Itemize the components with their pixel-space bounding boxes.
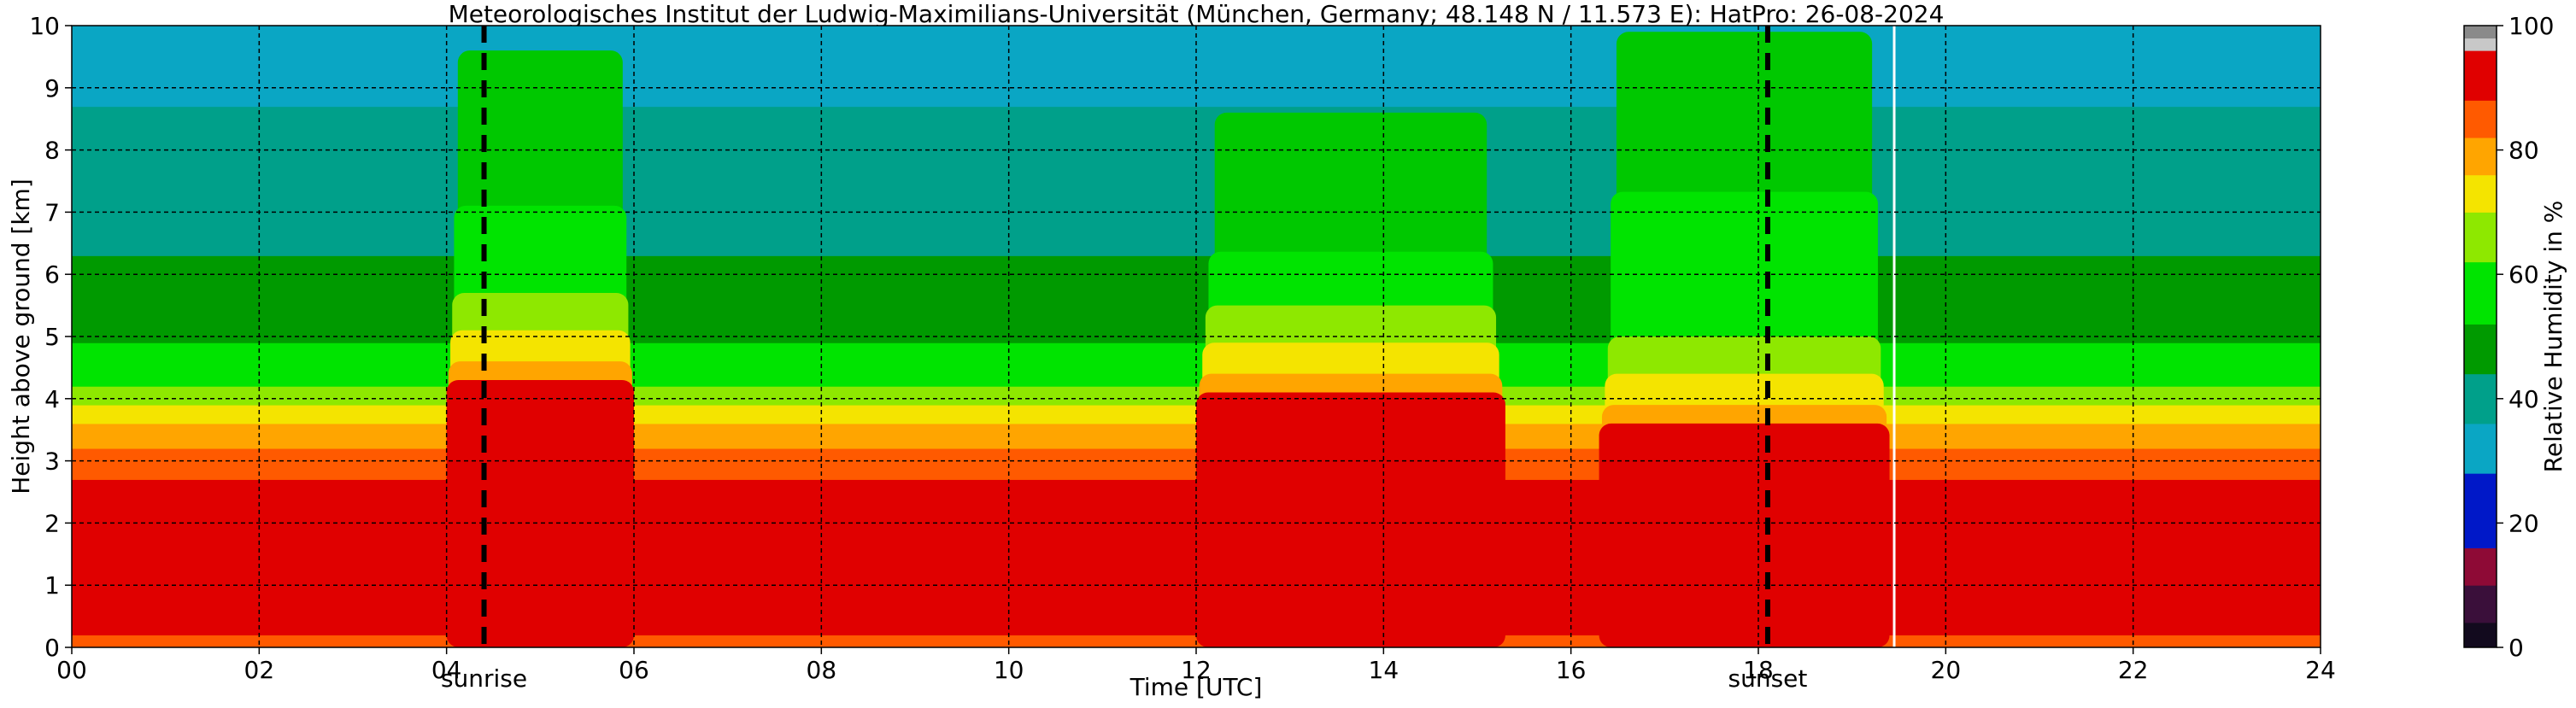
humidity-band (72, 267, 2321, 275)
colorbar-ticks: 0 20 40 60 80 100 (2497, 12, 2554, 662)
colorbar-stop (2464, 38, 2497, 51)
y-tick-label: 9 (44, 74, 60, 102)
chart-title: Meteorologisches Institut der Ludwig-Max… (449, 0, 1945, 28)
x-tick-label: 04 (431, 656, 462, 684)
colorbar-stop (2464, 324, 2497, 375)
x-tick-label: 02 (244, 656, 275, 684)
colorbar-stop (2464, 174, 2497, 213)
colorbar-stop (2464, 585, 2497, 623)
colorbar-stop (2464, 50, 2497, 101)
humidity-band (72, 74, 2321, 83)
colorbar-stop (2464, 100, 2497, 138)
moist-episode-layer (1599, 423, 1890, 647)
x-tick-label: 14 (1369, 656, 1399, 684)
humidity-band (72, 273, 2321, 281)
humidity-band (72, 50, 2321, 57)
moist-episode-layer (446, 379, 634, 647)
colorbar-stop (2464, 26, 2497, 39)
humidity-band (72, 174, 2321, 182)
colorbar-tick-label: 80 (2509, 137, 2539, 165)
humidity-band (72, 205, 2321, 213)
humidity-band (72, 298, 2321, 307)
humidity-band (72, 180, 2321, 188)
y-tick-label: 7 (44, 198, 60, 226)
colorbar-stops (2464, 26, 2497, 648)
x-tick-label: 08 (807, 656, 837, 684)
colorbar-stop (2464, 547, 2497, 586)
humidity-band (72, 243, 2321, 250)
y-axis-label: Height above ground [km] (7, 178, 35, 494)
y-axis-ticks: 0 1 2 3 4 5 6 7 8 9 10 (29, 12, 72, 662)
humidity-band (72, 373, 2321, 381)
humidity-band (72, 311, 2321, 319)
plot-area (72, 26, 2321, 647)
humidity-band (72, 336, 2321, 343)
y-tick-label: 3 (44, 448, 60, 476)
x-tick-label: 06 (619, 656, 649, 684)
colorbar-stop (2464, 622, 2497, 648)
sunrise-label: sunrise (441, 664, 527, 693)
x-tick-label: 00 (56, 656, 87, 684)
x-tick-label: 22 (2118, 656, 2149, 684)
x-tick-label: 24 (2305, 656, 2336, 684)
y-tick-label: 1 (44, 571, 60, 600)
x-tick-label: 20 (1931, 656, 1962, 684)
humidity-band (72, 366, 2321, 375)
colorbar-label: Relative Humidity in % (2539, 201, 2567, 473)
moist-episodes (446, 32, 1890, 647)
colorbar-tick-label: 60 (2509, 260, 2539, 289)
colorbar-stop (2464, 373, 2497, 424)
colorbar-stop (2464, 138, 2497, 176)
x-axis-label: Time [UTC] (1130, 673, 1263, 701)
humidity-band (72, 634, 2321, 642)
x-tick-label: 18 (1743, 656, 1774, 684)
y-tick-label: 2 (44, 509, 60, 537)
x-tick-label: 10 (994, 656, 1024, 684)
y-tick-label: 6 (44, 260, 60, 289)
colorbar-stop (2464, 423, 2497, 474)
colorbar: 0 20 40 60 80 100 Relative Humidity in % (2463, 12, 2567, 662)
humidity-band (72, 44, 2321, 51)
humidity-band (72, 237, 2321, 244)
humidity-band (72, 112, 2321, 120)
humidity-band (72, 211, 2321, 219)
colorbar-tick-label: 40 (2509, 385, 2539, 413)
moist-episode-layer (1196, 392, 1505, 647)
humidity-band (72, 143, 2321, 151)
humidity-band (72, 137, 2321, 144)
y-tick-label: 4 (44, 385, 60, 413)
y-tick-label: 5 (44, 323, 60, 351)
colorbar-stop (2464, 212, 2497, 263)
humidity-band (72, 398, 2321, 406)
colorbar-tick-label: 20 (2509, 509, 2539, 537)
humidity-band (72, 106, 2321, 114)
humidity-band (72, 81, 2321, 89)
grid-lines (72, 26, 2321, 647)
humidity-band (72, 342, 2321, 350)
humidity-band (72, 279, 2321, 288)
sunset-label: sunset (1728, 664, 1808, 693)
x-tick-label: 12 (1181, 656, 1212, 684)
colorbar-tick-label: 0 (2509, 634, 2524, 662)
y-tick-label: 10 (29, 12, 60, 40)
humidity-band (72, 149, 2321, 157)
colorbar-frame (2463, 25, 2497, 648)
y-tick-label: 0 (44, 634, 60, 662)
colorbar-stop (2464, 473, 2497, 549)
colorbar-stop (2464, 261, 2497, 325)
colorbar-tick-label: 100 (2509, 12, 2554, 40)
x-tick-label: 16 (1556, 656, 1587, 684)
humidity-band (72, 305, 2321, 313)
x-axis-ticks: 00 02 04 06 08 10 12 14 16 18 20 22 24 (56, 647, 2336, 684)
y-tick-label: 8 (44, 137, 60, 165)
